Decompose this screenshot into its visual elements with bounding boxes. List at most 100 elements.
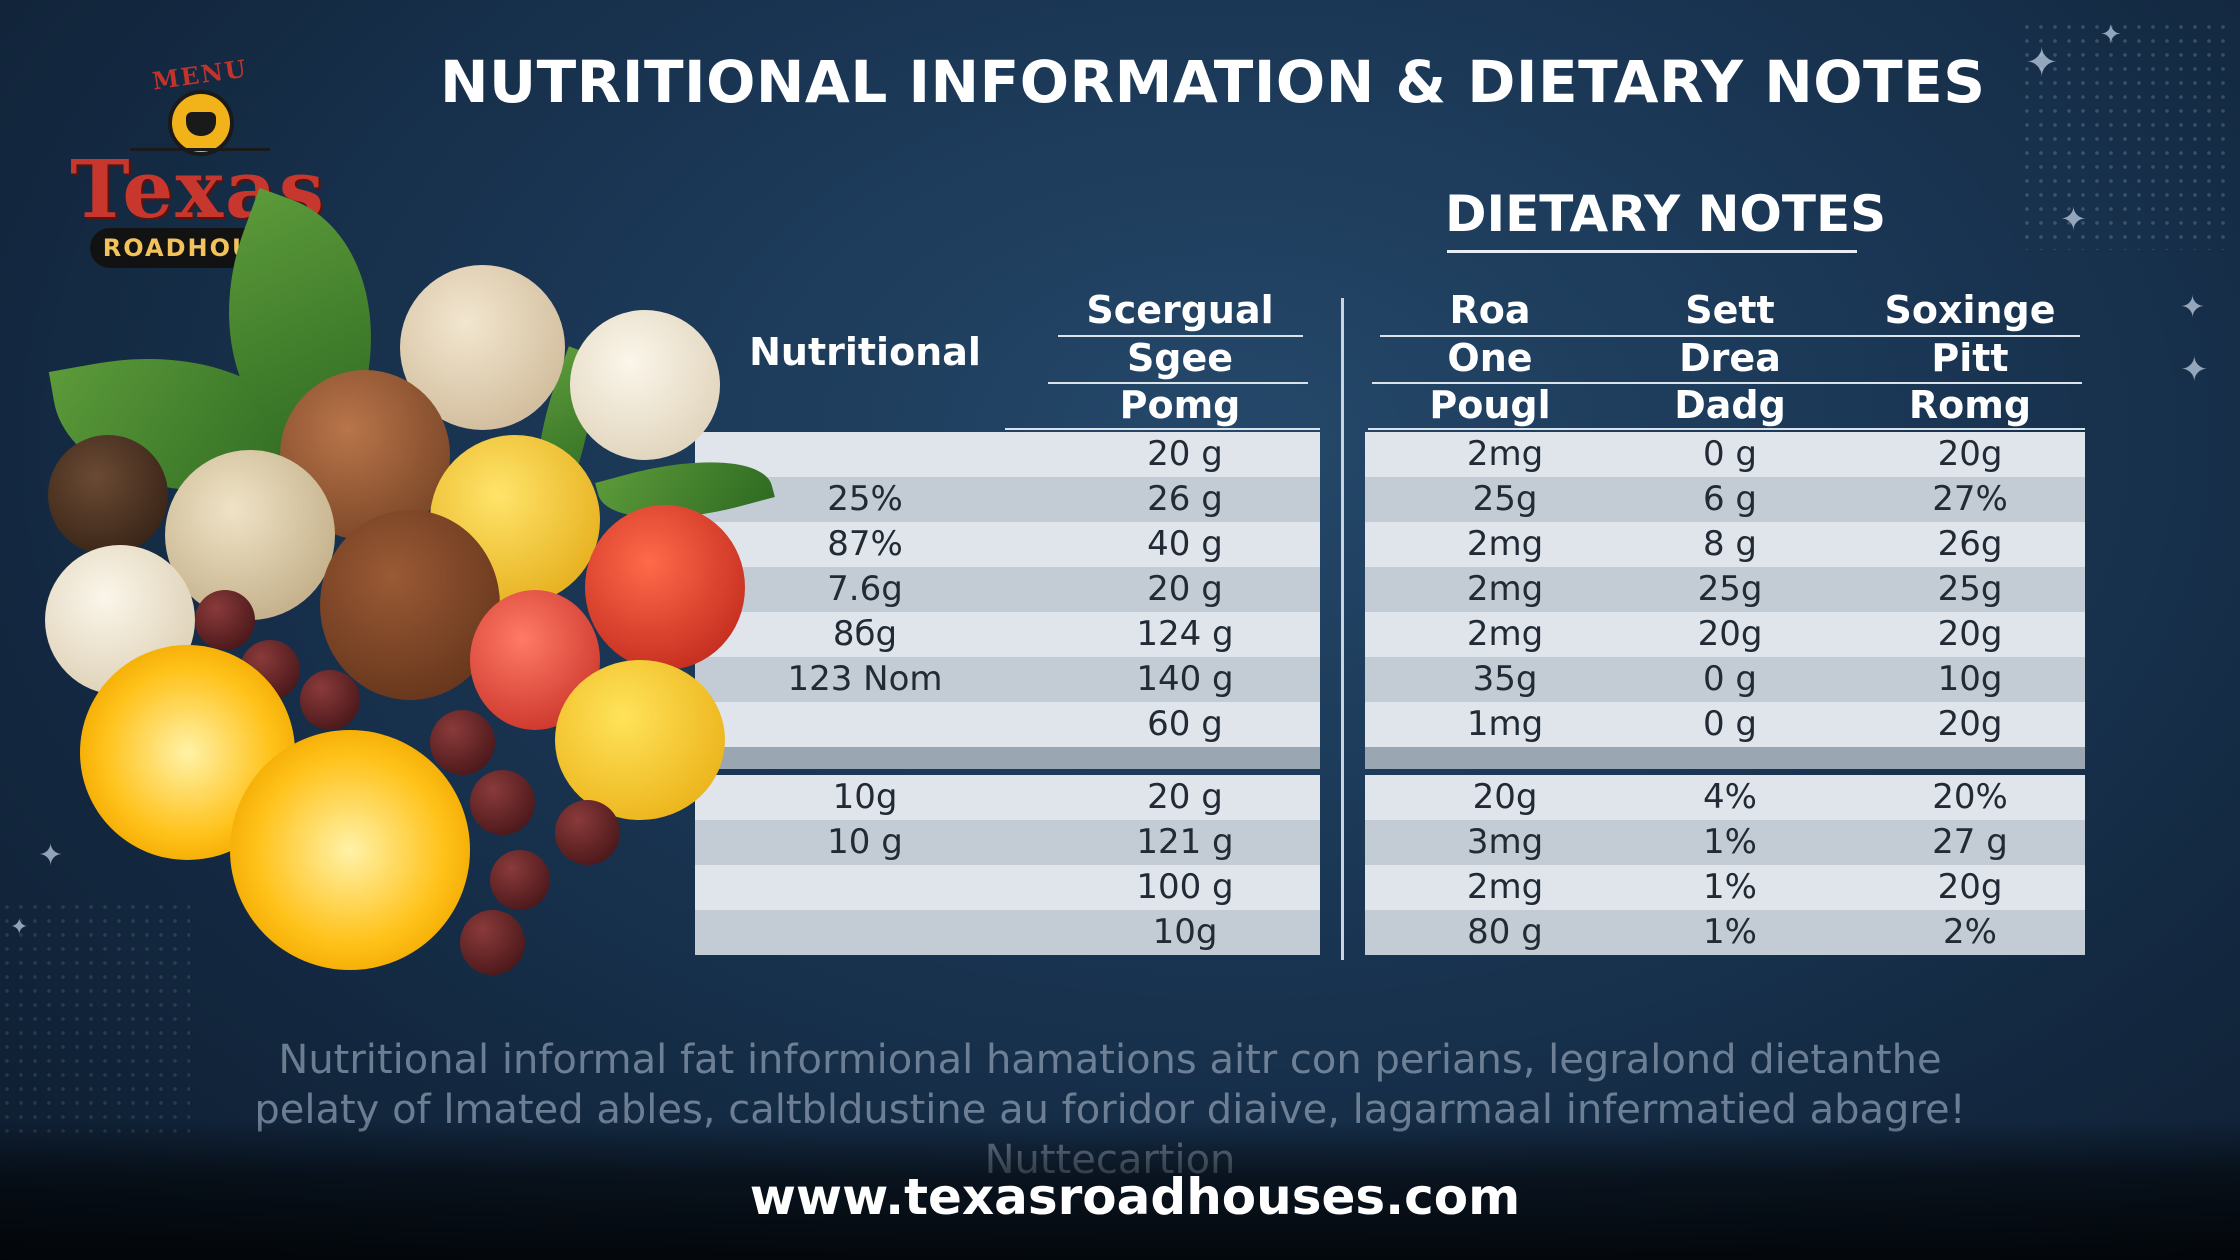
row-separator <box>695 747 1320 769</box>
column-header: Soxinge <box>1884 288 2056 332</box>
dietary-notes-title: DIETARY NOTES <box>1445 185 1887 243</box>
dietary-notes-underline <box>1447 250 1857 253</box>
table-cell: 40 g <box>1147 524 1223 564</box>
table-row: 35g 0 g 10g <box>1365 657 2085 702</box>
restaurant-logo: MENU Texas ROADHOUSE <box>0 0 360 280</box>
table-cell: 35g <box>1472 659 1538 699</box>
table-cell: 25g <box>1697 569 1763 609</box>
table-cell: 27% <box>1932 479 2008 519</box>
table-cell: 121 g <box>1136 822 1234 862</box>
header-rule <box>1372 382 2082 384</box>
seed-ball <box>165 450 335 620</box>
column-header: Pougl <box>1429 383 1551 427</box>
table-row: 8бg 124 g <box>695 612 1320 657</box>
nutritional-cell: 7.6g <box>827 569 903 609</box>
website-url[interactable]: www.texasroadhouses.com <box>749 1168 1521 1226</box>
table-cell: 20g <box>1472 777 1538 817</box>
column-header: Drea <box>1679 336 1781 380</box>
table-row: 60 g <box>695 702 1320 747</box>
column-header: Scergual <box>1086 288 1274 332</box>
table-cell: 2% <box>1943 912 1997 952</box>
column-header: Sett <box>1685 288 1775 332</box>
sparkle-icon: ✦ <box>2060 200 2087 238</box>
nutritional-cell: 10g <box>832 777 898 817</box>
table-row: 123 Nom 140 g <box>695 657 1320 702</box>
nutritional-header: Nutritional <box>749 330 981 374</box>
nutritional-cell: 87% <box>827 524 903 564</box>
column-header: Pitt <box>1931 336 2009 380</box>
table-cell: 2mg <box>1466 524 1544 564</box>
berry <box>470 770 535 835</box>
decorative-dots <box>0 900 190 1140</box>
header-rule <box>1368 428 2085 430</box>
table-cell: 0 g <box>1702 659 1758 699</box>
table-cell: 0 g <box>1702 434 1758 474</box>
table-cell: 124 g <box>1136 614 1234 654</box>
table-row: 25g 6 g 27% <box>1365 477 2085 522</box>
table-cell: 80 g <box>1467 912 1543 952</box>
sparkle-icon: ✦ <box>2180 290 2206 325</box>
logo-divider <box>130 148 270 151</box>
table-cell: 26g <box>1937 524 2003 564</box>
table-cell: 1% <box>1703 822 1757 862</box>
table-row: 2mg 1% 20g <box>1365 865 2085 910</box>
yellow-fruit <box>555 660 725 820</box>
table-row: 7.6g 20 g <box>695 567 1320 612</box>
table-cell: 1mg <box>1466 704 1544 744</box>
table-row: 10g 20 g <box>695 775 1320 820</box>
page-title: NUTRITIONAL INFORMATION & DIETARY NOTES <box>440 48 1986 116</box>
sparkle-icon: ✦ <box>38 838 64 873</box>
granola-ball <box>48 435 168 555</box>
table-row: 2mg 20g 20g <box>1365 612 2085 657</box>
footer-band <box>0 1120 2240 1260</box>
table-cell: 25g <box>1937 569 2003 609</box>
column-header: Roa <box>1449 288 1531 332</box>
nutritional-cell: 10 g <box>827 822 903 862</box>
decorative-dots <box>2020 20 2230 250</box>
food-illustration <box>0 150 780 980</box>
table-cell: 2mg <box>1466 569 1544 609</box>
table-cell: 140 g <box>1136 659 1234 699</box>
red-fruit <box>585 505 745 670</box>
table-cell: 2mg <box>1466 867 1544 907</box>
table-row: 20 g <box>695 432 1320 477</box>
nutrition-table-right: 2mg 0 g 20g 25g 6 g 27% 2mg 8 g 26g 2mg … <box>1365 432 2085 955</box>
column-header: Romg <box>1908 383 2032 427</box>
table-cell: 8 g <box>1702 524 1758 564</box>
table-row: 20g 4% 20% <box>1365 775 2085 820</box>
table-cell: 20 g <box>1147 569 1223 609</box>
column-header: Pomg <box>1119 383 1241 427</box>
table-cell: 0 g <box>1702 704 1758 744</box>
bull-icon <box>168 90 234 156</box>
sparkle-icon: ✦ <box>2025 40 2059 86</box>
sparkle-icon: ✦ <box>2100 20 2122 50</box>
table-row: 25% 26 g <box>695 477 1320 522</box>
column-header: Sgee <box>1126 336 1234 380</box>
orange-slice <box>230 730 470 970</box>
table-cell: 20g <box>1937 704 2003 744</box>
nutritional-cell: 123 Nom <box>787 659 943 699</box>
table-row: 10 g 121 g <box>695 820 1320 865</box>
puffed-ball <box>570 310 720 460</box>
table-cell: 20 g <box>1147 434 1223 474</box>
berry <box>490 850 550 910</box>
table-cell: 20g <box>1697 614 1763 654</box>
berry <box>555 800 620 865</box>
table-cell: 4% <box>1703 777 1757 817</box>
table-row: 2mg 0 g 20g <box>1365 432 2085 477</box>
table-cell: 10g <box>1937 659 2003 699</box>
table-cell: 2mg <box>1466 434 1544 474</box>
berry <box>195 590 255 650</box>
table-row: 80 g 1% 2% <box>1365 910 2085 955</box>
berry <box>430 710 495 775</box>
table-row: 3mg 1% 27 g <box>1365 820 2085 865</box>
header-rule <box>1058 335 1303 337</box>
column-header: Dadg <box>1674 383 1786 427</box>
header-rule <box>1048 382 1308 384</box>
table-row: 2mg 25g 25g <box>1365 567 2085 612</box>
table-cell: 20g <box>1937 434 2003 474</box>
table-cell: 1% <box>1703 912 1757 952</box>
berry <box>300 670 360 730</box>
column-header: One <box>1447 336 1533 380</box>
table-cell: 6 g <box>1702 479 1758 519</box>
